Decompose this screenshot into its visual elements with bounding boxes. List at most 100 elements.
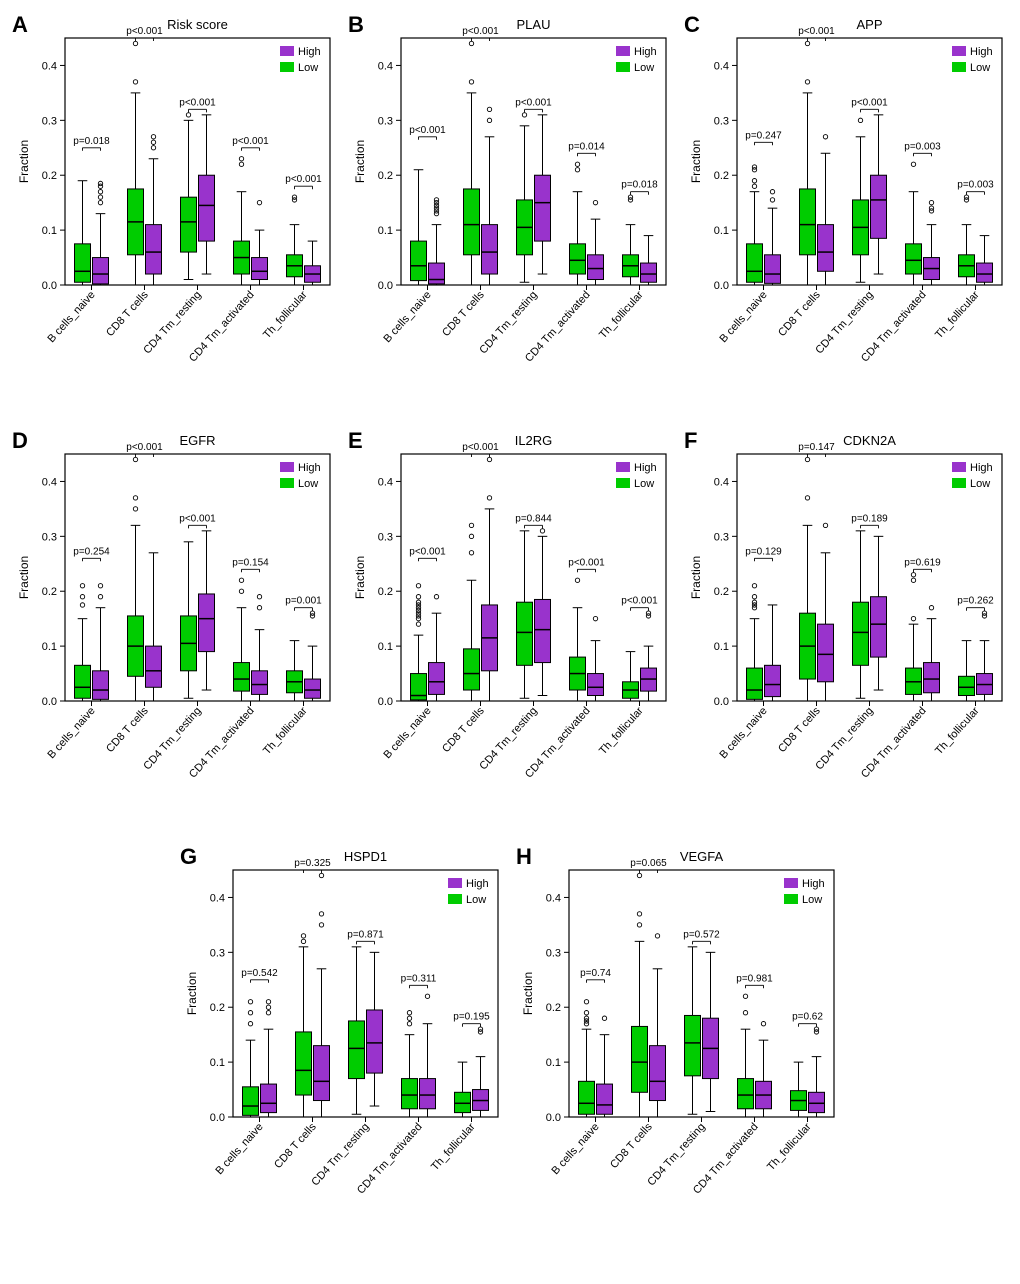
svg-text:CD4 Tm_resting: CD4 Tm_resting <box>309 1121 371 1188</box>
svg-text:p<0.001: p<0.001 <box>851 97 888 108</box>
panel-title: CDKN2A <box>843 433 896 448</box>
svg-text:0.2: 0.2 <box>546 1002 561 1014</box>
svg-text:CD4 Tm_resting: CD4 Tm_resting <box>645 1121 707 1188</box>
svg-text:Fraction: Fraction <box>353 140 367 183</box>
svg-text:0.0: 0.0 <box>714 280 729 292</box>
panel-title: PLAU <box>517 17 551 32</box>
svg-text:0.3: 0.3 <box>546 947 561 959</box>
svg-text:CD8 T cells: CD8 T cells <box>104 705 151 755</box>
svg-text:High: High <box>298 462 321 474</box>
svg-text:CD4 Tm_resting: CD4 Tm_resting <box>141 705 203 772</box>
svg-text:0.1: 0.1 <box>714 641 729 653</box>
svg-text:0.0: 0.0 <box>714 696 729 708</box>
svg-text:Fraction: Fraction <box>17 140 31 183</box>
svg-text:Th_follicular: Th_follicular <box>933 289 982 341</box>
svg-text:0.1: 0.1 <box>210 1057 225 1069</box>
svg-text:Fraction: Fraction <box>17 556 31 599</box>
svg-text:p=0.065: p=0.065 <box>630 858 667 869</box>
svg-text:CD8 T cells: CD8 T cells <box>776 289 823 339</box>
panel-title: HSPD1 <box>344 849 387 864</box>
svg-text:Low: Low <box>634 62 654 74</box>
svg-text:High: High <box>298 46 321 58</box>
svg-text:Th_follicular: Th_follicular <box>261 705 310 757</box>
svg-text:Th_follicular: Th_follicular <box>261 289 310 341</box>
svg-text:CD4 Tm_resting: CD4 Tm_resting <box>141 289 203 356</box>
svg-text:Fraction: Fraction <box>689 556 703 599</box>
svg-text:0.3: 0.3 <box>210 947 225 959</box>
svg-text:p=0.619: p=0.619 <box>904 557 941 568</box>
svg-text:p<0.001: p<0.001 <box>798 26 835 37</box>
panel-letter: D <box>12 428 28 454</box>
svg-text:0.1: 0.1 <box>546 1057 561 1069</box>
svg-text:CD4 Tm_resting: CD4 Tm_resting <box>813 289 875 356</box>
panel-letter: H <box>516 844 532 870</box>
panel-letter: E <box>348 428 363 454</box>
panel-letter: C <box>684 12 700 38</box>
panel-D: DEGFR0.00.10.20.30.4FractionB cells_naiv… <box>10 426 340 836</box>
svg-text:0.2: 0.2 <box>378 170 393 182</box>
svg-text:p<0.001: p<0.001 <box>515 97 552 108</box>
svg-text:Th_follicular: Th_follicular <box>765 1121 814 1173</box>
svg-text:High: High <box>802 878 825 890</box>
svg-text:Th_follicular: Th_follicular <box>597 705 646 757</box>
svg-text:0.4: 0.4 <box>42 60 57 72</box>
chart-grid: A Risk score 0.0 0.1 0.2 0.3 0.4 Fraction B cell… <box>10 10 1010 1252</box>
svg-text:p<0.001: p<0.001 <box>126 442 163 453</box>
svg-text:p<0.001: p<0.001 <box>179 97 216 108</box>
svg-text:High: High <box>970 46 993 58</box>
svg-text:CD4 Tm_resting: CD4 Tm_resting <box>477 705 539 772</box>
svg-text:0.0: 0.0 <box>378 280 393 292</box>
svg-text:p<0.001: p<0.001 <box>409 546 446 557</box>
svg-text:p=0.003: p=0.003 <box>957 180 994 191</box>
svg-text:CD8 T cells: CD8 T cells <box>776 705 823 755</box>
svg-text:p<0.001: p<0.001 <box>409 125 446 136</box>
panel-letter: G <box>180 844 197 870</box>
svg-text:Th_follicular: Th_follicular <box>933 705 982 757</box>
svg-text:p<0.001: p<0.001 <box>462 26 499 37</box>
svg-text:0.3: 0.3 <box>42 115 57 127</box>
svg-text:Low: Low <box>298 478 318 490</box>
panel-H: HVEGFA0.00.10.20.30.4FractionB cells_nai… <box>514 842 844 1252</box>
svg-text:p=0.871: p=0.871 <box>347 929 384 940</box>
svg-text:B cells_naive: B cells_naive <box>549 1121 601 1177</box>
svg-text:High: High <box>634 462 657 474</box>
panel-G: GHSPD10.00.10.20.30.4FractionB cells_nai… <box>178 842 508 1252</box>
svg-text:0.4: 0.4 <box>714 476 729 488</box>
svg-text:p=0.62: p=0.62 <box>792 1012 823 1023</box>
svg-text:p=0.247: p=0.247 <box>745 130 782 141</box>
panel-title: Risk score <box>167 17 228 32</box>
svg-text:Low: Low <box>970 62 990 74</box>
svg-text:Low: Low <box>802 894 822 906</box>
svg-text:High: High <box>634 46 657 58</box>
svg-text:0.1: 0.1 <box>714 225 729 237</box>
svg-text:0.3: 0.3 <box>378 531 393 543</box>
svg-text:CD8 T cells: CD8 T cells <box>272 1121 319 1171</box>
panel-title: VEGFA <box>680 849 724 864</box>
svg-text:p=0.189: p=0.189 <box>851 513 888 524</box>
svg-text:p<0.001: p<0.001 <box>179 513 216 524</box>
svg-text:B cells_naive: B cells_naive <box>45 705 97 761</box>
svg-text:0.1: 0.1 <box>378 225 393 237</box>
svg-text:CD4 Tm_resting: CD4 Tm_resting <box>477 289 539 356</box>
svg-text:0.3: 0.3 <box>714 115 729 127</box>
svg-text:0.4: 0.4 <box>546 892 561 904</box>
svg-text:0.2: 0.2 <box>714 586 729 598</box>
panel-C: CAPP0.00.10.20.30.4FractionB cells_naive… <box>682 10 1012 420</box>
svg-text:0.2: 0.2 <box>714 170 729 182</box>
svg-text:Fraction: Fraction <box>185 972 199 1015</box>
svg-text:p<0.001: p<0.001 <box>285 174 322 185</box>
panel-letter: A <box>12 12 28 38</box>
svg-text:B cells_naive: B cells_naive <box>717 289 769 345</box>
svg-text:p=0.001: p=0.001 <box>285 596 322 607</box>
svg-text:p=0.147: p=0.147 <box>798 442 835 453</box>
svg-text:Low: Low <box>634 478 654 490</box>
svg-text:Low: Low <box>466 894 486 906</box>
svg-text:p=0.129: p=0.129 <box>745 546 782 557</box>
svg-text:B cells_naive: B cells_naive <box>381 705 433 761</box>
panel-title: APP <box>856 17 882 32</box>
svg-text:p=0.195: p=0.195 <box>453 1012 490 1023</box>
panel-letter: B <box>348 12 364 38</box>
svg-text:Fraction: Fraction <box>521 972 535 1015</box>
svg-text:p=0.254: p=0.254 <box>73 546 110 557</box>
svg-text:p=0.154: p=0.154 <box>232 557 269 568</box>
